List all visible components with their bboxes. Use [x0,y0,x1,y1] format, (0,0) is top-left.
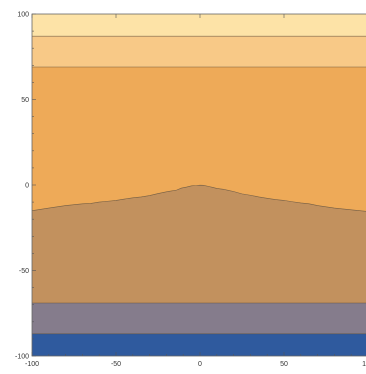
x-tick-label: 100 [362,361,366,368]
contour-boundary-line [31,184,366,212]
y-tick-label: 50 [21,97,29,104]
y-tick-label: -100 [15,354,29,361]
contour-lines [31,35,366,335]
contour-band-4 [32,185,366,303]
contour-band-5 [32,302,366,334]
y-tick-label: 0 [25,183,29,190]
y-tick-label: 100 [17,12,29,19]
x-tick-label: -100 [25,361,39,368]
contour-band-6 [32,333,366,356]
x-tick-label: -50 [111,361,121,368]
axis-ticks [31,13,352,357]
x-tick-label: 0 [198,361,202,368]
contour-band-1 [32,14,366,37]
contour-band-3 [32,67,366,212]
axis-tick-labels: -100 -50 0 50 100 -100 -50 0 50 100 [15,12,366,369]
x-tick-label: 50 [280,361,288,368]
plot-frame [31,13,366,357]
y-tick-label: -50 [19,268,29,275]
contour-band-2 [32,36,366,68]
contour-bands [32,14,366,356]
